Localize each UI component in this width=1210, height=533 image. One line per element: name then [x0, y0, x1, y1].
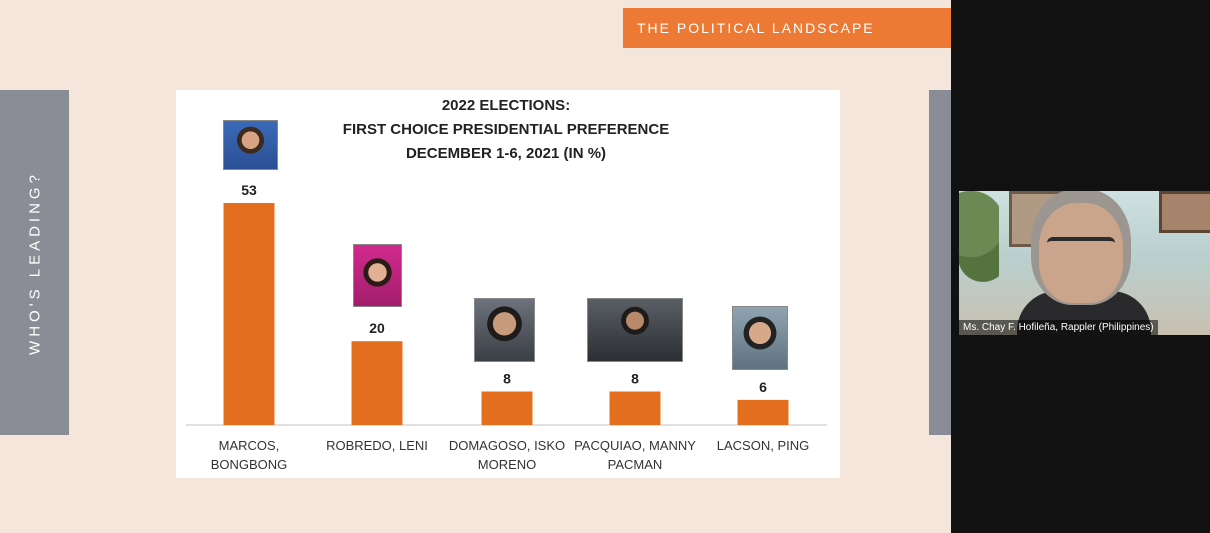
bar-0 — [223, 203, 275, 425]
data-label-1: 20 — [369, 320, 385, 336]
slide: THE POLITICAL LANDSCAPE WHO'S LEADING? 2… — [0, 0, 951, 533]
category-label-1-line-0: ROBREDO, LENI — [326, 438, 428, 453]
category-label-0-line-1: BONGBONG — [211, 457, 288, 472]
wall-picture-frame — [1159, 191, 1210, 233]
bar-chart: 53 MARCOS, BONGBONG 20 ROBREDO, LENI 8 DOMAGOS… — [186, 182, 827, 472]
candidate-photo-robredo — [353, 244, 402, 307]
bar-1 — [351, 341, 403, 425]
category-label-3-line-1: PACMAN — [608, 457, 663, 472]
data-label-4: 6 — [759, 379, 767, 395]
data-label-0: 53 — [241, 182, 257, 198]
candidate-photo-marcos — [223, 120, 278, 170]
right-side-bar — [929, 90, 951, 435]
chart-title: 2022 ELECTIONS: FIRST CHOICE PRESIDENTIA… — [176, 94, 836, 166]
section-banner-text: THE POLITICAL LANDSCAPE — [637, 20, 875, 36]
chart-container: 2022 ELECTIONS: FIRST CHOICE PRESIDENTIA… — [176, 90, 840, 478]
category-label-3-line-0: PACQUIAO, MANNY — [574, 438, 696, 453]
data-label-2: 8 — [503, 370, 511, 386]
bar-3 — [609, 391, 661, 425]
participant-video-tile[interactable]: Ms. Chay F. Hofileña, Rappler (Philippin… — [959, 191, 1210, 335]
candidate-photo-pacquiao — [587, 298, 683, 362]
category-label-4-line-0: LACSON, PING — [717, 438, 809, 453]
chart-title-line-1: 2022 ELECTIONS: — [441, 97, 571, 114]
speaker-glasses — [1047, 237, 1115, 261]
category-label-0-line-0: MARCOS, — [219, 438, 280, 453]
section-banner: THE POLITICAL LANDSCAPE — [623, 8, 951, 48]
candidate-photo-domagoso — [474, 298, 535, 362]
bar-2 — [481, 391, 533, 425]
bar-4 — [737, 399, 789, 425]
data-label-3: 8 — [631, 370, 639, 386]
chart-title-line-3: DECEMBER 1-6, 2021 (IN %) — [405, 145, 607, 162]
candidate-photo-lacson — [732, 306, 788, 370]
side-label: WHO'S LEADING? — [26, 170, 43, 355]
category-label-2-line-1: MORENO — [478, 457, 537, 472]
chart-title-line-2: FIRST CHOICE PRESIDENTIAL PREFERENCE — [342, 121, 670, 138]
speaker-head — [1039, 203, 1123, 303]
category-label-2-line-0: DOMAGOSO, ISKO — [449, 438, 565, 453]
participant-name-caption: Ms. Chay F. Hofileña, Rappler (Philippin… — [959, 320, 1158, 335]
left-side-bar: WHO'S LEADING? — [0, 90, 69, 435]
background-plant — [959, 191, 999, 301]
